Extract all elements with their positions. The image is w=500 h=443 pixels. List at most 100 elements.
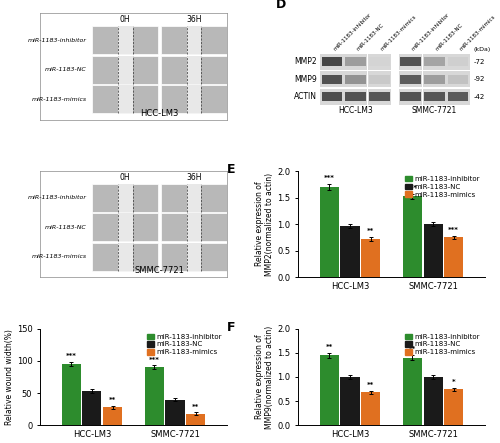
Text: **: ** bbox=[367, 228, 374, 234]
Text: miR-1183-inhibitor: miR-1183-inhibitor bbox=[28, 38, 86, 43]
Text: miR-1183-mimics: miR-1183-mimics bbox=[32, 97, 86, 101]
Text: SMMC-7721: SMMC-7721 bbox=[412, 106, 457, 115]
Bar bbox=[161, 214, 227, 241]
Text: miR-1183-NC: miR-1183-NC bbox=[45, 67, 86, 72]
Bar bbox=[399, 54, 422, 70]
Bar bbox=[368, 54, 391, 70]
Legend: miR-1183-inhibitor, miR-1183-NC, miR-1183-mimics: miR-1183-inhibitor, miR-1183-NC, miR-118… bbox=[404, 175, 481, 199]
Bar bbox=[402, 197, 422, 277]
Bar bbox=[344, 71, 368, 87]
Bar bbox=[320, 187, 338, 277]
Bar bbox=[399, 89, 422, 105]
Text: miR-1183-mimics: miR-1183-mimics bbox=[380, 14, 418, 51]
Bar bbox=[422, 54, 446, 70]
Text: **: ** bbox=[326, 344, 333, 350]
Bar bbox=[446, 71, 469, 87]
Bar bbox=[187, 243, 202, 271]
Legend: miR-1183-inhibitor, miR-1183-NC, miR-1183-mimics: miR-1183-inhibitor, miR-1183-NC, miR-118… bbox=[146, 332, 224, 357]
Text: -72: -72 bbox=[474, 58, 485, 65]
Text: miR-1183-NC: miR-1183-NC bbox=[356, 22, 385, 51]
Bar bbox=[448, 75, 468, 84]
Bar bbox=[368, 89, 391, 105]
Text: miR-1183-mimics: miR-1183-mimics bbox=[458, 14, 496, 51]
Text: -42: -42 bbox=[474, 93, 485, 100]
Bar bbox=[187, 85, 202, 113]
Text: HCC-LM3: HCC-LM3 bbox=[140, 109, 179, 117]
Text: ***: *** bbox=[66, 354, 76, 359]
Bar bbox=[187, 56, 202, 84]
Bar bbox=[422, 71, 446, 87]
Text: F: F bbox=[227, 321, 235, 334]
Bar bbox=[92, 26, 158, 54]
Bar bbox=[320, 355, 338, 425]
Bar bbox=[118, 26, 132, 54]
Bar bbox=[161, 26, 227, 54]
Text: 36H: 36H bbox=[186, 15, 202, 24]
Text: **: ** bbox=[192, 404, 200, 409]
Bar bbox=[346, 92, 366, 101]
Bar bbox=[322, 75, 342, 84]
Bar bbox=[422, 89, 446, 105]
Bar bbox=[344, 54, 368, 70]
Bar bbox=[161, 243, 227, 271]
Bar bbox=[320, 89, 344, 105]
Text: 0H: 0H bbox=[120, 173, 130, 182]
Text: ***: *** bbox=[324, 175, 334, 181]
Bar bbox=[92, 214, 158, 241]
Bar bbox=[346, 75, 366, 84]
Bar bbox=[448, 57, 468, 66]
Text: **: ** bbox=[408, 346, 416, 352]
Bar bbox=[322, 92, 342, 101]
Text: MMP9: MMP9 bbox=[294, 74, 316, 84]
Bar bbox=[444, 389, 464, 425]
Text: 0H: 0H bbox=[120, 15, 130, 24]
Bar bbox=[424, 377, 442, 425]
Bar bbox=[346, 57, 366, 66]
Y-axis label: Relative wound width(%): Relative wound width(%) bbox=[5, 329, 14, 425]
Bar bbox=[118, 214, 132, 241]
Text: (kDa): (kDa) bbox=[474, 47, 491, 51]
Bar bbox=[187, 26, 202, 54]
Text: ***: *** bbox=[448, 227, 460, 233]
Text: MMP2: MMP2 bbox=[294, 57, 316, 66]
Bar bbox=[161, 184, 227, 212]
Bar bbox=[187, 214, 202, 241]
Bar bbox=[344, 89, 368, 105]
Bar bbox=[118, 243, 132, 271]
Bar bbox=[361, 392, 380, 425]
Bar bbox=[92, 243, 158, 271]
Text: miR-1183-inhibitor: miR-1183-inhibitor bbox=[332, 12, 372, 51]
Text: SMMC-7721: SMMC-7721 bbox=[134, 266, 184, 275]
Bar bbox=[368, 71, 391, 87]
Bar bbox=[62, 364, 80, 425]
Bar bbox=[424, 224, 442, 277]
Text: miR-1183-NC: miR-1183-NC bbox=[45, 225, 86, 230]
Bar bbox=[446, 54, 469, 70]
Bar bbox=[320, 54, 344, 70]
Text: **: ** bbox=[109, 397, 116, 403]
Bar bbox=[400, 92, 421, 101]
Bar bbox=[424, 92, 444, 101]
Text: ***: *** bbox=[407, 185, 418, 190]
Bar bbox=[118, 184, 132, 212]
Bar bbox=[166, 400, 184, 425]
Bar bbox=[340, 225, 359, 277]
Text: ***: *** bbox=[149, 357, 160, 362]
Y-axis label: Relative expression of
MMP9(normalized to actin): Relative expression of MMP9(normalized t… bbox=[255, 325, 274, 429]
Bar bbox=[103, 407, 122, 425]
Text: **: ** bbox=[367, 382, 374, 388]
Bar bbox=[369, 57, 390, 66]
Bar bbox=[444, 237, 464, 277]
Bar bbox=[361, 239, 380, 277]
Text: -92: -92 bbox=[474, 76, 485, 82]
Bar bbox=[187, 184, 202, 212]
Bar bbox=[118, 56, 132, 84]
Text: HCC-LM3: HCC-LM3 bbox=[338, 106, 374, 115]
Y-axis label: Relative expression of
MMP2(normalized to actin): Relative expression of MMP2(normalized t… bbox=[255, 173, 274, 276]
Bar bbox=[92, 184, 158, 212]
Bar bbox=[446, 89, 469, 105]
Bar bbox=[340, 377, 359, 425]
Bar bbox=[369, 75, 390, 84]
Bar bbox=[322, 57, 342, 66]
Text: 36H: 36H bbox=[186, 173, 202, 182]
